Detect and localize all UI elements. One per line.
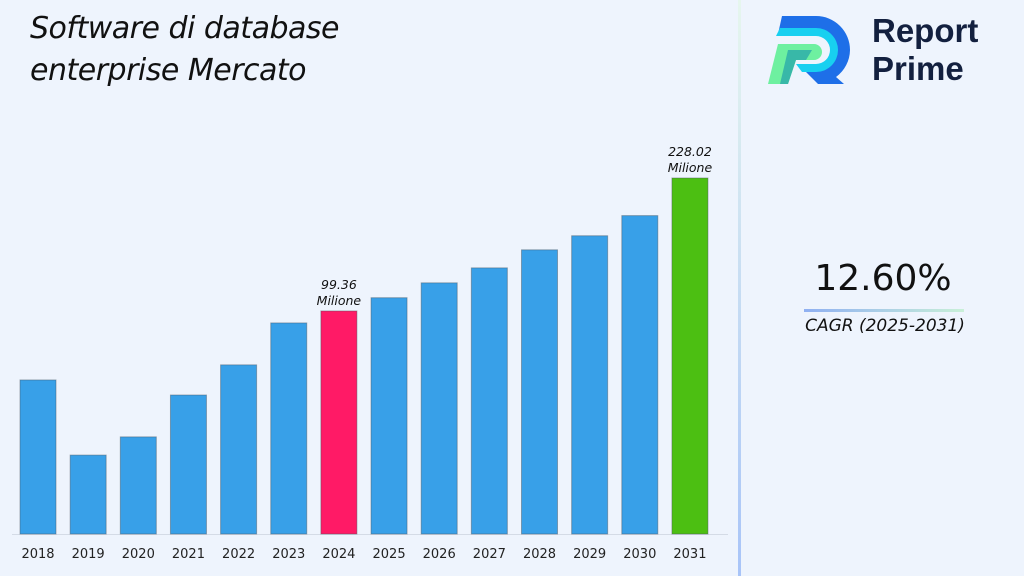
bar-2018 [19,379,57,535]
bar-2030 [621,215,659,535]
bar-2029 [571,235,609,535]
cagr-underline [804,309,964,312]
x-tick-label: 2023 [272,547,305,562]
x-tick-label: 2030 [623,547,656,562]
bar-2025 [370,297,408,535]
bar-2024 [320,310,358,535]
bar-2031 [671,177,709,535]
bar-2019 [69,454,107,535]
title-line-1: Software di database [30,11,339,46]
x-tick-label: 2022 [222,547,255,562]
x-tick-label: 2018 [21,547,54,562]
x-tick-label: 2020 [122,547,155,562]
brand-name: Report Prime [872,12,978,88]
x-tick-label: 2021 [172,547,205,562]
x-tick-label: 2025 [373,547,406,562]
divider [738,0,741,576]
x-tick-label: 2031 [673,547,706,562]
x-tick-label: 2029 [573,547,606,562]
bar-2021 [169,394,207,535]
title-line-2: enterprise Mercato [30,53,307,88]
bar-2027 [470,267,508,535]
cagr-label: CAGR (2025-2031) [805,316,965,336]
data-label-value: 99.36 [321,277,357,292]
bar-2026 [420,282,458,535]
chart-title: Software di database enterprise Mercato [30,8,339,92]
data-label-unit: Milione [668,160,713,175]
bar-2022 [220,364,258,535]
x-tick-label: 2024 [322,547,355,562]
data-label-value: 228.02 [668,144,712,159]
x-tick-label: 2026 [423,547,456,562]
brand-line-1: Report [872,12,979,49]
bar-2020 [119,436,157,535]
report-prime-logo-icon [768,16,850,84]
data-label-unit: Milione [317,293,362,308]
cagr-value: 12.60% [814,258,952,299]
x-tick-label: 2027 [473,547,506,562]
bar-2023 [270,322,308,535]
brand-line-2: Prime [872,50,964,87]
x-tick-label: 2028 [523,547,556,562]
bar-chart: 2018 2019 2020 2021 2022 2023 202499.36Milione… [12,144,728,562]
x-tick-label: 2019 [72,547,105,562]
bar-2028 [521,249,558,535]
